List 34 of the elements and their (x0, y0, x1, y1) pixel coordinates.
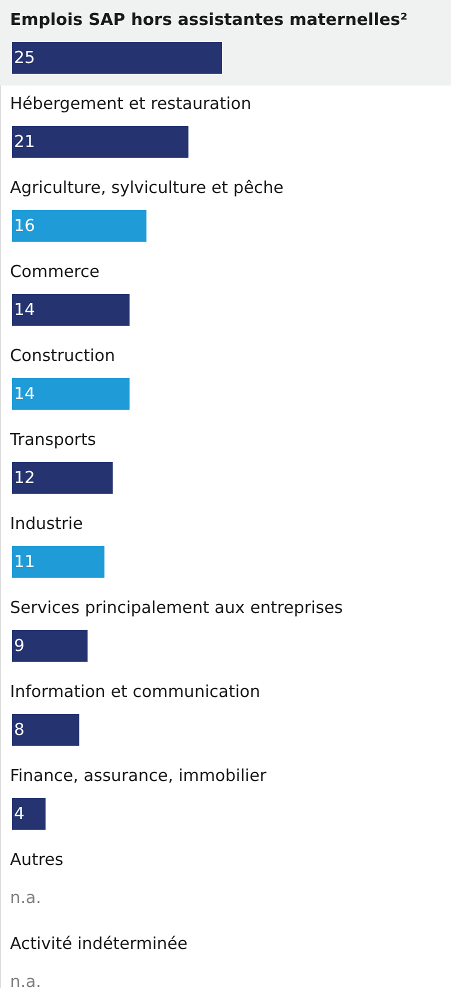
y-tick-label: Commerce (10, 262, 100, 282)
bar (12, 714, 80, 746)
data-label: 14 (14, 300, 35, 319)
data-label: 12 (14, 468, 35, 487)
y-tick-label: Activité indéterminée (10, 934, 188, 954)
bar (12, 462, 113, 494)
y-tick-label: Hébergement et restauration (10, 94, 252, 114)
y-tick-label: Agriculture, sylviculture et pêche (10, 178, 284, 198)
data-label: 21 (14, 132, 35, 151)
bar (12, 546, 104, 578)
data-label: 11 (14, 552, 35, 571)
data-label: 9 (14, 636, 24, 655)
y-tick-label: Services principalement aux entreprises (10, 598, 343, 618)
data-label: 4 (14, 804, 24, 823)
bar (12, 294, 130, 326)
y-tick-label: Emplois SAP hors assistantes maternelles² (10, 10, 408, 30)
y-tick-label: Construction (10, 346, 116, 366)
y-tick-label: Transports (9, 430, 96, 450)
bar (12, 42, 222, 74)
bar (12, 210, 146, 242)
y-tick-label: Information et communication (10, 682, 260, 702)
data-label: 14 (14, 384, 35, 403)
data-label: 25 (14, 48, 35, 67)
y-tick-label: Autres (10, 850, 64, 870)
text: n.a. (10, 972, 42, 988)
bar (12, 630, 88, 662)
y-tick-label: Industrie (10, 514, 83, 534)
text: n.a. (10, 888, 42, 907)
bar (12, 378, 130, 410)
bar (12, 126, 188, 158)
y-tick-label: Finance, assurance, immobilier (10, 766, 267, 786)
data-label: 8 (14, 720, 24, 739)
data-label: 16 (14, 216, 35, 235)
bar (12, 798, 46, 830)
